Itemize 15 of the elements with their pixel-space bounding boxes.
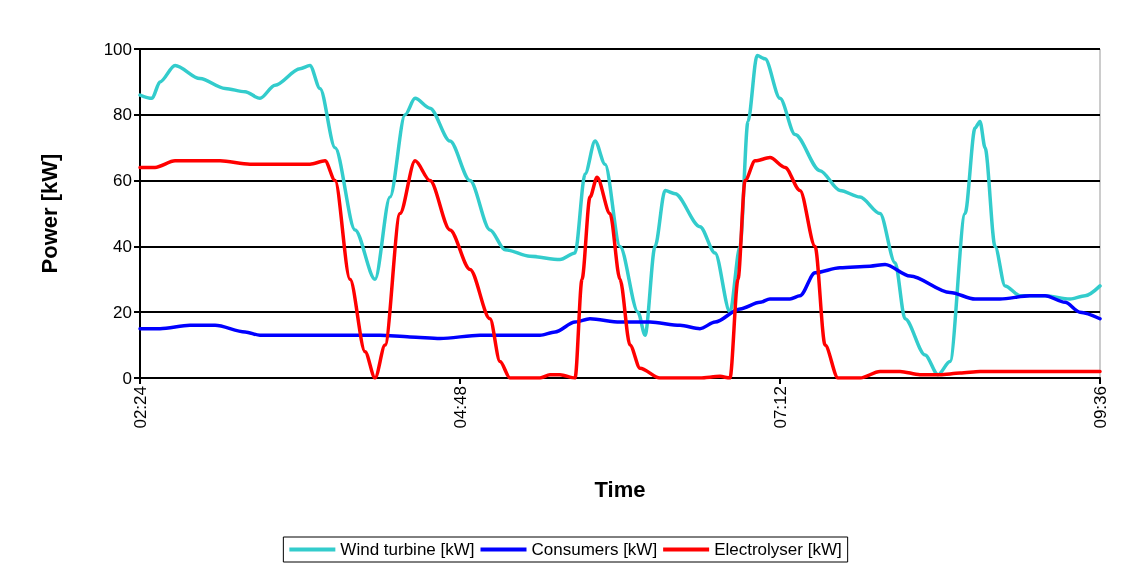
y-tick-label: 80 bbox=[113, 105, 132, 125]
legend-label: Wind turbine [kW] bbox=[340, 540, 475, 559]
x-tick-label: 09:36 bbox=[1090, 386, 1110, 429]
y-tick-label: 0 bbox=[122, 368, 132, 388]
y-tick-label: 40 bbox=[113, 236, 132, 256]
y-axis-title: Power [kW] bbox=[36, 153, 62, 274]
legend-label: Electrolyser [kW] bbox=[714, 540, 842, 559]
y-tick-label: 100 bbox=[103, 39, 132, 59]
y-tick-label: 60 bbox=[113, 171, 132, 191]
x-tick-label: 07:12 bbox=[770, 386, 790, 429]
x-tick-label: 04:48 bbox=[450, 386, 470, 429]
x-axis-title: Time bbox=[594, 476, 646, 502]
x-tick-label: 02:24 bbox=[130, 386, 150, 429]
y-tick-label: 20 bbox=[113, 302, 132, 322]
legend-label: Consumers [kW] bbox=[531, 540, 658, 559]
